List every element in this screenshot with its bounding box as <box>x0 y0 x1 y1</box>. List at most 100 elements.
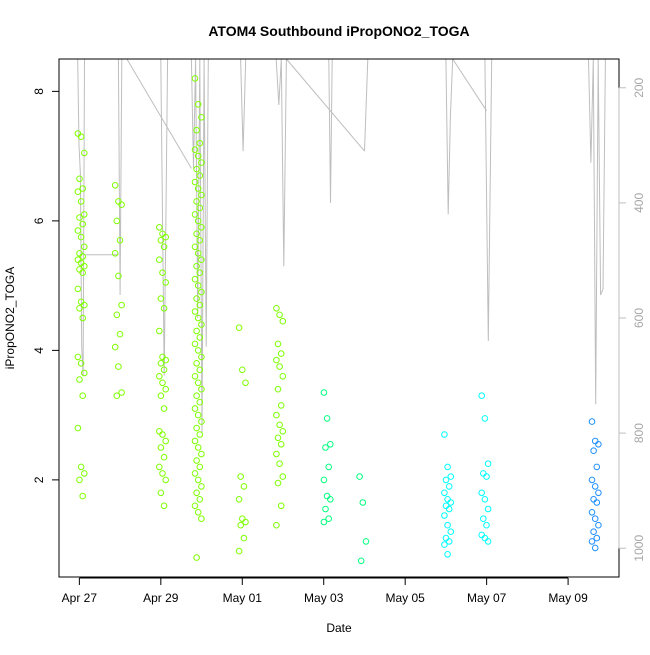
point-3-58 <box>193 489 200 497</box>
point-3-41 <box>194 379 202 387</box>
point-6-6 <box>323 492 331 500</box>
point-9-6 <box>481 496 489 503</box>
point-0-27 <box>81 369 88 377</box>
point-3-48 <box>193 424 200 432</box>
pressure-line-12 <box>452 58 488 112</box>
point-0-31 <box>77 463 85 471</box>
point-1-6 <box>115 272 122 280</box>
point-3-63 <box>193 554 200 561</box>
point-0-10 <box>74 227 82 234</box>
point-3-26 <box>194 282 202 289</box>
point-8-9 <box>445 505 453 513</box>
pressure-line-14 <box>588 58 606 405</box>
point-2-24 <box>160 453 168 461</box>
point-0-24 <box>79 314 86 322</box>
y-axis: 2 4 6 8 <box>32 88 60 483</box>
point-3-14 <box>196 204 204 212</box>
point-2-15 <box>156 373 163 380</box>
point-0-20 <box>74 285 82 293</box>
point-2-5 <box>156 256 163 264</box>
point-8-4 <box>445 483 453 490</box>
point-3-43 <box>193 392 200 400</box>
point-2-21 <box>159 431 166 438</box>
point-5-5 <box>273 356 280 364</box>
y2-axis: 200 400 600 800 1000 <box>618 77 646 562</box>
point-5-3 <box>274 340 282 348</box>
point-9-4 <box>483 473 490 480</box>
point-3-40 <box>191 373 199 380</box>
point-3-61 <box>194 509 202 516</box>
point-3-39 <box>196 366 204 374</box>
point-4-1 <box>239 366 246 374</box>
point-3-32 <box>198 321 205 328</box>
point-5-14 <box>277 441 285 448</box>
x-tick-label-2: May 01 <box>223 591 263 605</box>
point-5-10 <box>273 411 280 419</box>
point-9-2 <box>484 460 492 468</box>
point-5-15 <box>273 450 280 458</box>
point-3-47 <box>198 418 205 425</box>
point-7-1 <box>359 499 367 506</box>
point-3-46 <box>194 411 202 419</box>
point-4-6 <box>239 515 246 523</box>
point-3-59 <box>196 496 204 503</box>
point-2-2 <box>162 233 169 241</box>
point-2-12 <box>162 356 169 364</box>
point-0-5 <box>74 188 82 195</box>
point-10-13 <box>590 528 597 536</box>
point-7-3 <box>357 557 365 565</box>
point-0-4 <box>79 185 86 192</box>
point-2-9 <box>160 305 168 312</box>
point-3-15 <box>191 211 199 218</box>
point-3-42 <box>198 385 205 393</box>
pressure-line-9 <box>328 58 333 203</box>
point-6-0 <box>320 389 328 396</box>
point-3-57 <box>198 483 205 490</box>
point-0-11 <box>77 233 85 241</box>
point-8-5 <box>441 489 448 497</box>
point-3-34 <box>196 334 204 341</box>
point-8-1 <box>444 463 451 471</box>
pressure-line-8 <box>286 58 365 152</box>
point-5-6 <box>276 363 283 370</box>
point-5-1 <box>276 311 283 319</box>
point-5-12 <box>279 428 287 435</box>
pressure-line-2 <box>117 58 123 296</box>
point-6-2 <box>327 441 334 448</box>
point-4-0 <box>235 324 243 332</box>
point-8-13 <box>442 534 450 542</box>
point-3-20 <box>191 243 199 251</box>
point-0-1 <box>77 133 85 140</box>
point-5-13 <box>274 434 282 442</box>
point-4-5 <box>235 496 243 503</box>
point-4-10 <box>235 547 243 555</box>
point-6-7 <box>327 496 334 503</box>
point-10-16 <box>591 544 599 552</box>
point-10-1 <box>591 437 599 445</box>
point-3-49 <box>196 431 204 438</box>
point-0-0 <box>74 130 82 137</box>
point-0-8 <box>76 214 83 221</box>
point-9-9 <box>483 521 490 529</box>
point-0-28 <box>76 376 83 383</box>
point-9-8 <box>480 515 487 523</box>
point-3-56 <box>194 476 202 484</box>
y-tick-label-0: 2 <box>32 476 46 483</box>
point-0-2 <box>81 149 88 157</box>
point-7-0 <box>356 473 363 480</box>
point-2-0 <box>156 224 163 231</box>
point-3-17 <box>198 224 205 231</box>
pressure-line-6 <box>240 58 247 152</box>
point-9-10 <box>478 531 486 539</box>
x-tick-label-5: May 07 <box>467 591 507 605</box>
point-10-12 <box>595 521 602 529</box>
point-3-37 <box>198 353 205 361</box>
point-2-8 <box>157 295 165 302</box>
point-9-3 <box>480 470 487 477</box>
point-2-7 <box>162 279 169 286</box>
point-6-10 <box>320 518 328 526</box>
point-3-24 <box>196 269 204 277</box>
point-6-9 <box>325 515 333 523</box>
